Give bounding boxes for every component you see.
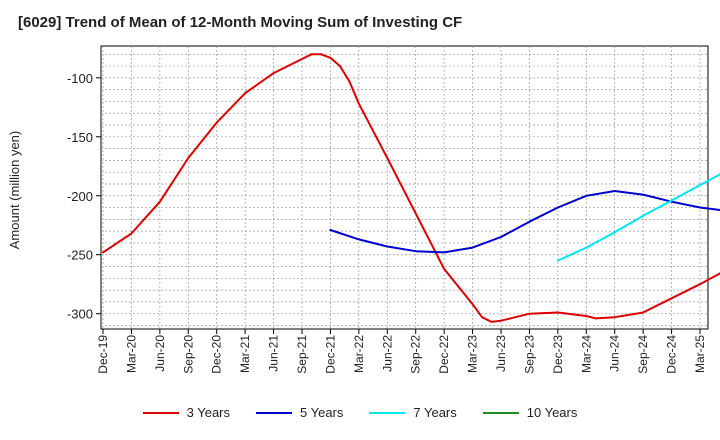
plot-area xyxy=(100,45,709,330)
x-tick-label: Dec-20 xyxy=(210,335,224,374)
y-tick-label: -200 xyxy=(67,189,93,204)
legend-item: 7 Years xyxy=(369,405,457,420)
x-tick-label: Mar-22 xyxy=(352,335,366,373)
x-tick-label: Mar-25 xyxy=(693,335,707,373)
legend-label: 5 Years xyxy=(300,405,344,420)
x-tick-label: Jun-20 xyxy=(153,335,167,372)
legend: 3 Years 5 Years 7 Years 10 Years xyxy=(0,405,720,420)
legend-swatch xyxy=(369,411,406,414)
x-tick-label: Sep-23 xyxy=(522,335,536,374)
x-tick-label: Mar-23 xyxy=(466,335,480,373)
y-tick-label: -250 xyxy=(67,248,93,263)
x-tick-label: Sep-21 xyxy=(295,335,309,374)
legend-label: 7 Years xyxy=(413,405,457,420)
series-line-7-years xyxy=(556,173,720,262)
legend-swatch xyxy=(142,411,179,414)
x-tick-label: Dec-23 xyxy=(551,335,565,374)
y-tick-label: -150 xyxy=(67,130,93,145)
legend-label: 3 Years xyxy=(186,405,230,420)
x-tick-label: Dec-21 xyxy=(323,335,337,374)
y-axis-label: Amount (million yen) xyxy=(7,131,22,250)
x-tick-label: Sep-20 xyxy=(181,335,195,374)
legend-item: 5 Years xyxy=(256,405,343,420)
legend-swatch xyxy=(482,411,519,414)
x-tick-label: Dec-24 xyxy=(665,335,679,374)
x-tick-label: Sep-22 xyxy=(409,335,423,374)
chart-title: [6029] Trend of Mean of 12-Month Moving … xyxy=(18,14,463,31)
legend-label: 10 Years xyxy=(526,405,578,420)
legend-item: 3 Years xyxy=(142,405,230,420)
x-tick-label: Dec-22 xyxy=(437,335,451,374)
y-tick-label: -100 xyxy=(67,71,93,86)
legend-swatch xyxy=(256,411,292,414)
x-tick-label: Jun-24 xyxy=(608,335,622,372)
x-tick-label: Mar-20 xyxy=(124,335,138,373)
x-tick-label: Sep-24 xyxy=(636,335,650,374)
series-line-5-years xyxy=(329,190,720,254)
y-tick-label: -300 xyxy=(67,307,93,322)
x-tick-label: Jun-23 xyxy=(494,335,508,372)
grid xyxy=(101,46,708,329)
x-tick-label: Dec-19 xyxy=(96,335,110,374)
series-lines xyxy=(102,53,720,323)
x-tick-label: Mar-24 xyxy=(579,335,593,373)
x-tick-label: Mar-21 xyxy=(238,335,252,373)
x-tick-label: Jun-22 xyxy=(380,335,394,372)
legend-item: 10 Years xyxy=(482,405,578,420)
series-line-3-years xyxy=(102,53,720,323)
x-tick-label: Jun-21 xyxy=(267,335,281,372)
